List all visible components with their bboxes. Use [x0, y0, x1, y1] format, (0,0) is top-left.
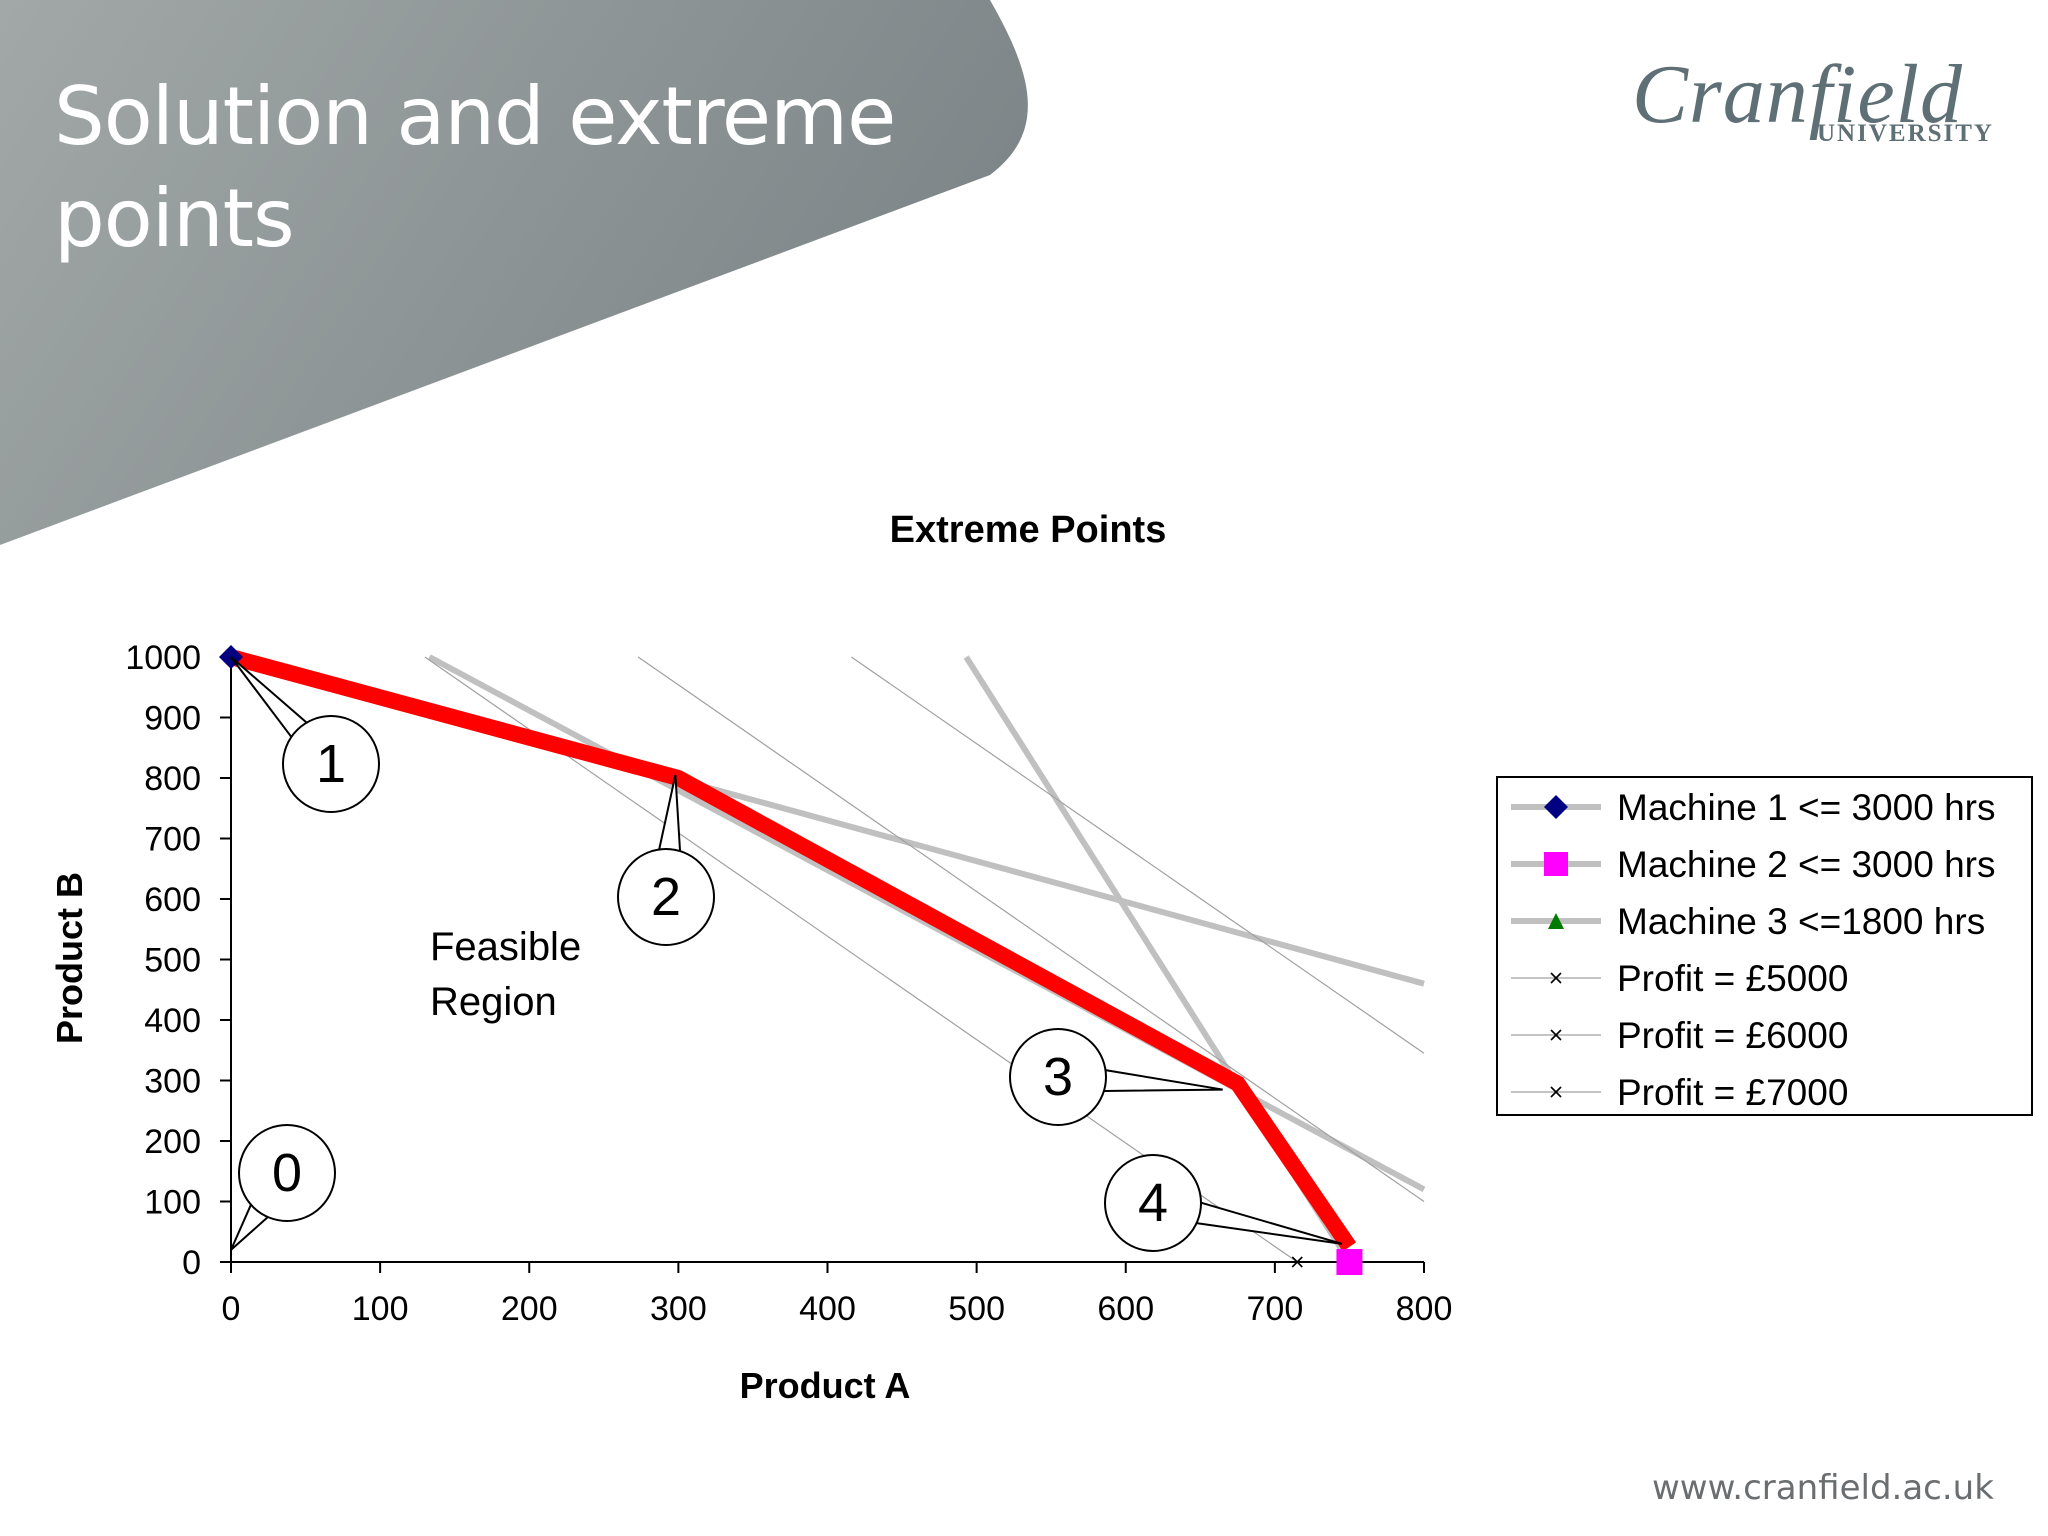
y-tick-label: 900	[144, 700, 201, 738]
x-tick-label: 100	[352, 1290, 409, 1328]
legend-marker-profit-7000	[1550, 1086, 1562, 1098]
legend-label-machine-2-3000-hrs: Machine 2 <= 3000 hrs	[1617, 844, 1995, 885]
callout-pointer-3	[1103, 1069, 1223, 1093]
x-axis-label: Product A	[740, 1365, 911, 1406]
y-tick-label: 300	[144, 1063, 201, 1101]
callout-pointer-4	[1196, 1201, 1343, 1245]
legend-marker-machine-3-1800-hrs	[1548, 913, 1564, 929]
callout-bubble-2	[617, 848, 715, 946]
legend-label-profit-6000: Profit = £6000	[1617, 1015, 1848, 1056]
y-tick-label: 700	[144, 821, 201, 859]
x-tick-label: 200	[501, 1290, 558, 1328]
callout-label-2: 2	[651, 867, 681, 927]
y-tick-label: 1000	[125, 639, 201, 677]
website-url: www.cranfield.ac.uk	[1652, 1468, 1994, 1508]
data-point-profit-5000	[1291, 1256, 1303, 1268]
callout-label-4: 4	[1138, 1173, 1168, 1233]
legend-box	[1496, 776, 2033, 1116]
x-tick-label: 0	[222, 1290, 241, 1328]
slide-title: Solution and extreme points	[54, 66, 896, 270]
y-tick-label: 500	[144, 942, 201, 980]
legend-marker-profit-5000	[1550, 972, 1562, 984]
cranfield-logo: Cranfield UNIVERSITY	[1632, 50, 2012, 160]
chart-title: Extreme Points	[890, 509, 1167, 551]
callout-bubble-4	[1104, 1154, 1202, 1252]
y-axis-label: Product B	[49, 872, 90, 1044]
x-tick-label: 800	[1396, 1290, 1453, 1328]
feasible-region-label-line-1: Feasible	[430, 925, 581, 969]
legend-marker-profit-6000	[1550, 1029, 1562, 1041]
logo-wordmark: Cranfield	[1632, 48, 1964, 141]
callout-label-1: 1	[316, 734, 346, 794]
y-tick-label: 800	[144, 760, 201, 798]
feasible-region-boundary	[228, 649, 1357, 1252]
callout-pointer-0	[230, 1204, 269, 1251]
x-tick-label: 300	[650, 1290, 707, 1328]
callout-bubble-1	[282, 715, 380, 813]
callout-pointer-1	[230, 656, 308, 738]
series-line-machine-2-3000-hrs	[427, 654, 1426, 1193]
callout-label-0: 0	[272, 1143, 302, 1203]
y-tick-label: 200	[144, 1123, 201, 1161]
data-point-machine-2-3000-hrs	[1336, 1249, 1363, 1275]
callout-pointer-2	[658, 774, 682, 852]
logo-subtitle: UNIVERSITY	[1817, 120, 1994, 147]
y-tick-label: 600	[144, 881, 201, 919]
legend-label-profit-5000: Profit = £5000	[1617, 958, 1848, 999]
x-tick-label: 600	[1097, 1290, 1154, 1328]
y-tick-label: 0	[182, 1244, 201, 1282]
legend-marker-machine-2-3000-hrs	[1544, 852, 1568, 876]
callout-bubble-3	[1009, 1028, 1107, 1126]
y-tick-label: 400	[144, 1002, 201, 1040]
legend-label-machine-1-3000-hrs: Machine 1 <= 3000 hrs	[1617, 787, 1995, 828]
x-tick-label: 500	[948, 1290, 1005, 1328]
slide-title-line-2: points	[54, 172, 295, 265]
y-tick-label: 100	[144, 1184, 201, 1222]
legend-label-profit-7000: Profit = £7000	[1617, 1072, 1848, 1113]
slide-title-line-1: Solution and extreme	[54, 70, 896, 163]
series-line-profit-7000	[851, 656, 1425, 1054]
legend-label-machine-3-1800-hrs: Machine 3 <=1800 hrs	[1617, 901, 1985, 942]
x-tick-label: 400	[799, 1290, 856, 1328]
legend-marker-machine-1-3000-hrs	[1544, 795, 1568, 819]
callout-label-3: 3	[1043, 1047, 1073, 1107]
x-tick-label: 700	[1247, 1290, 1304, 1328]
callout-bubble-0	[238, 1124, 336, 1222]
feasible-region-label-line-2: Region	[430, 980, 557, 1024]
series-line-profit-6000	[637, 656, 1425, 1202]
